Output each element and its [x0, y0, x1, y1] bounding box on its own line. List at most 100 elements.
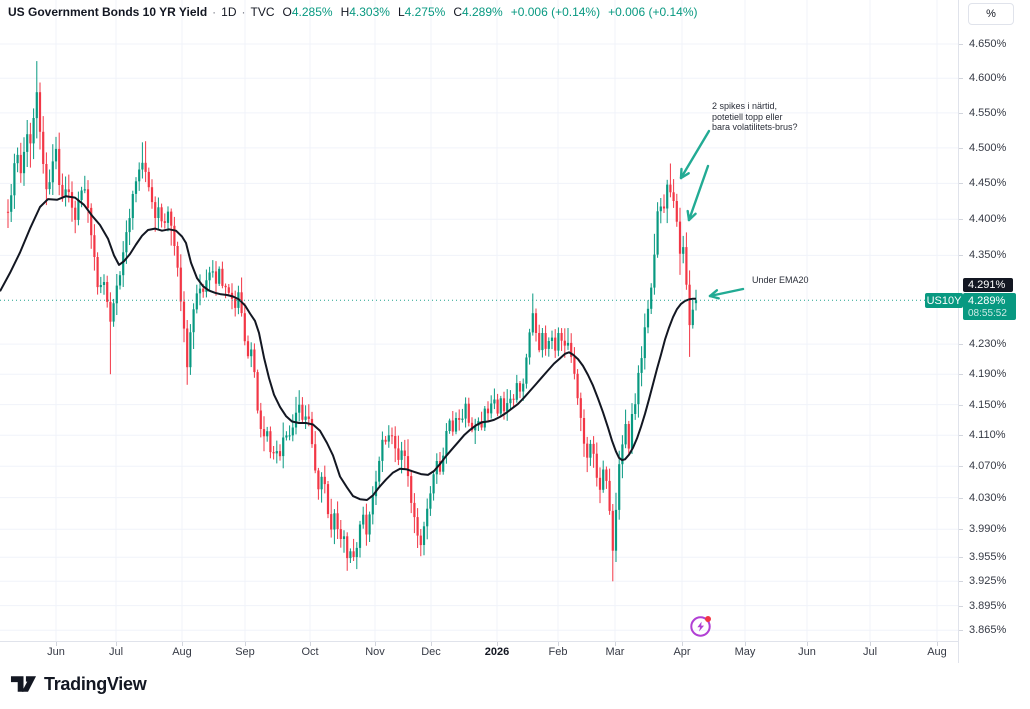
price-tick-mark	[959, 344, 963, 345]
price-tick-mark	[959, 529, 963, 530]
price-tick-label: 4.650%	[969, 38, 1007, 50]
time-tick-mark	[745, 642, 746, 646]
price-tick-label: 3.955%	[969, 551, 1007, 563]
price-tick-mark	[959, 44, 963, 45]
annotation-arrows[interactable]	[679, 129, 745, 300]
chart-plot-area[interactable]	[0, 0, 958, 641]
close-value: 4.289%	[462, 5, 503, 19]
low-key: L	[397, 5, 405, 19]
price-tick-mark	[959, 405, 963, 406]
lightning-bolt-icon	[697, 621, 705, 632]
last-price-value: 4.289%	[968, 294, 1006, 307]
time-tick-label: Apr	[673, 646, 691, 658]
time-tick-mark	[615, 642, 616, 646]
tradingview-logo-text: TradingView	[44, 673, 147, 694]
event-flash-icon[interactable]	[688, 613, 714, 639]
exchange-label: TVC	[250, 5, 275, 19]
price-tick-label: 4.230%	[969, 338, 1007, 350]
separator-dot: ·	[212, 5, 217, 19]
time-tick-mark	[375, 642, 376, 646]
price-tick-label: 4.110%	[969, 429, 1006, 441]
time-tick-label: Jun	[47, 646, 65, 658]
price-tick-mark	[959, 148, 963, 149]
time-tick-label: May	[734, 646, 756, 658]
time-tick-mark	[937, 642, 938, 646]
price-tick-label: 4.190%	[969, 368, 1007, 380]
price-tick-label: 4.070%	[969, 460, 1007, 472]
separator-dot: ·	[241, 5, 246, 19]
notification-dot	[705, 616, 711, 622]
change-absolute-percent-2: +0.006 (+0.14%)	[608, 5, 698, 19]
price-tick-label: 3.990%	[969, 523, 1007, 535]
price-tick-label: 4.030%	[969, 492, 1007, 504]
price-tick-mark	[959, 219, 963, 220]
price-tick-label: 4.350%	[969, 249, 1007, 261]
time-tick-mark	[310, 642, 311, 646]
time-tick-label: Sep	[235, 646, 255, 658]
high-key: H	[340, 5, 350, 19]
price-tick-mark	[959, 581, 963, 582]
price-tick-mark	[959, 374, 963, 375]
time-tick-label: Mar	[605, 646, 625, 658]
price-tick-mark	[959, 557, 963, 558]
time-tick-label: Jul	[108, 646, 124, 658]
price-axis[interactable]: % 4.650% 4.600% 4.550% 4.500% 4.450% 4.400% 4.…	[958, 0, 1030, 663]
change-absolute-percent: +0.006 (+0.14%)	[510, 5, 601, 19]
time-tick-mark	[182, 642, 183, 646]
open-key: O	[282, 5, 292, 19]
chart-grid	[0, 0, 958, 641]
flash-icon-ring	[690, 616, 711, 637]
interval-label[interactable]: 1D	[221, 5, 237, 19]
annotation-ema-note[interactable]: Under EMA20	[752, 275, 809, 285]
price-tick-label: 4.600%	[969, 72, 1007, 84]
time-tick-mark	[682, 642, 683, 646]
high-value: 4.303%	[349, 5, 390, 19]
price-tick-label: 4.400%	[969, 213, 1007, 225]
price-chart-canvas[interactable]	[0, 0, 958, 641]
price-tick-label: 4.150%	[969, 399, 1007, 411]
price-tick-mark	[959, 183, 963, 184]
candlestick-series	[6, 61, 698, 582]
annotation-note[interactable]: 2 spikes i närtid, potetiell topp eller …	[712, 101, 798, 133]
price-tick-label: 4.500%	[969, 142, 1007, 154]
price-tick-mark	[959, 113, 963, 114]
open-value: 4.285%	[291, 5, 333, 19]
symbol-title[interactable]: US Government Bonds 10 YR Yield	[8, 5, 208, 19]
time-tick-label: 2026	[484, 646, 510, 658]
price-tick-label: 3.865%	[969, 624, 1007, 636]
annotation-note-line: potetiell topp eller	[712, 111, 783, 122]
time-tick-mark	[807, 642, 808, 646]
price-tick-mark	[959, 435, 963, 436]
price-line-symbol-label: US10Y	[925, 293, 963, 308]
bar-countdown: 08:55:52	[968, 307, 1007, 319]
time-tick-label: Feb	[548, 646, 568, 658]
price-tick-label: 4.550%	[969, 107, 1007, 119]
percent-unit-button[interactable]: %	[968, 3, 1014, 25]
price-tick-mark	[959, 630, 963, 631]
time-tick-label: Dec	[421, 646, 441, 658]
price-tick-mark	[959, 78, 963, 79]
annotation-note-line: 2 spikes i närtid,	[712, 101, 778, 111]
price-tick-label: 3.895%	[969, 600, 1007, 612]
annotation-note-line: bara volatilitets-brus?	[712, 122, 798, 132]
ema-value-badge: 4.291%	[963, 278, 1013, 292]
ema20-line[interactable]	[0, 195, 696, 501]
low-value: 4.275%	[404, 5, 446, 19]
time-tick-mark	[431, 642, 432, 646]
price-tick-label: 4.450%	[969, 177, 1007, 189]
close-key: C	[453, 5, 462, 19]
price-tick-label: 3.925%	[969, 575, 1007, 587]
time-tick-label: Aug	[172, 646, 192, 658]
time-tick-label: Oct	[301, 646, 319, 658]
time-tick-mark	[497, 642, 498, 646]
symbol-header: US Government Bonds 10 YR Yield · 1D · T…	[8, 5, 698, 19]
tradingview-logo[interactable]: TradingView	[10, 673, 147, 695]
time-tick-mark	[245, 642, 246, 646]
time-axis[interactable]: Jun Jul Aug Sep Oct Nov Dec 2026 Feb Mar Apr May Jun…	[0, 641, 1030, 664]
price-tick-mark	[959, 498, 963, 499]
price-tick-mark	[959, 466, 963, 467]
time-tick-mark	[558, 642, 559, 646]
tradingview-logo-mark	[10, 676, 37, 692]
time-tick-label: Aug	[927, 646, 947, 658]
time-tick-label: Jun	[798, 646, 816, 658]
